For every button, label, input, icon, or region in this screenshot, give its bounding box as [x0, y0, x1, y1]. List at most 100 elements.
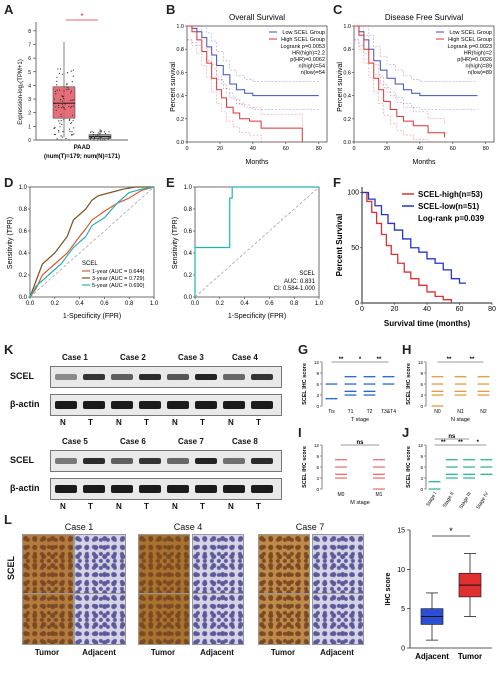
- x-tick-label: 0.6: [265, 301, 274, 307]
- lane-label: T: [256, 502, 261, 511]
- data-point: [439, 383, 441, 385]
- data-point: [344, 473, 346, 476]
- point-t: [66, 88, 68, 91]
- histo-image-tumor: [22, 534, 74, 594]
- panel-letter-f: F: [333, 175, 341, 190]
- data-point: [452, 477, 454, 479]
- y-tick-label: 6: [316, 465, 319, 470]
- y-tick-label: 0.2: [184, 273, 193, 279]
- data-point: [454, 458, 457, 461]
- blot-band: [223, 374, 245, 380]
- data-point: [453, 458, 456, 461]
- data-point: [383, 466, 385, 468]
- histo-image-tumor: [258, 534, 310, 594]
- y-tick-label: 0.8: [19, 207, 28, 213]
- point-t: [56, 80, 58, 82]
- y-tick-label: 5: [401, 606, 405, 613]
- data-point: [378, 477, 380, 479]
- blot-band: [55, 485, 77, 493]
- data-point: [470, 473, 473, 476]
- blot-band: [139, 458, 161, 464]
- point-t: [55, 109, 57, 112]
- data-point: [354, 390, 357, 393]
- data-point: [465, 458, 468, 461]
- data-point: [385, 383, 387, 385]
- ci-lower: [354, 39, 445, 143]
- point-t: [68, 106, 70, 108]
- histo-case-label: Case 1: [64, 522, 94, 532]
- data-point: [383, 375, 386, 378]
- data-point: [375, 488, 378, 490]
- data-point: [383, 458, 385, 461]
- data-point: [472, 473, 474, 476]
- data-point: [482, 466, 485, 468]
- data-point: [447, 473, 449, 476]
- point-t: [70, 105, 73, 108]
- data-point: [368, 383, 371, 385]
- point-t: [57, 129, 60, 132]
- ci-upper: [354, 25, 445, 124]
- point-t: [73, 99, 75, 101]
- data-point: [432, 405, 435, 407]
- case-label: Case 8: [232, 437, 258, 446]
- data-point: [439, 405, 441, 407]
- data-point: [382, 473, 384, 476]
- data-point: [464, 458, 467, 461]
- data-point: [376, 466, 379, 468]
- y-tick-label: 12: [314, 443, 320, 448]
- point-t: [61, 123, 63, 126]
- data-point: [481, 383, 483, 385]
- x-tick-label: Stage IV: [475, 490, 490, 510]
- point-t: [68, 88, 70, 90]
- data-point: [441, 405, 444, 407]
- data-point: [441, 394, 444, 396]
- data-point: [468, 477, 470, 479]
- data-point: [335, 466, 337, 468]
- data-point: [378, 488, 380, 490]
- point-t: [58, 72, 60, 75]
- y-axis-label: SCEL IHC score: [406, 446, 412, 488]
- point-t: [69, 130, 71, 132]
- data-point: [480, 458, 482, 461]
- data-point: [484, 466, 486, 468]
- data-point: [462, 394, 464, 396]
- point-t: [69, 92, 72, 94]
- sig-label: **: [377, 357, 382, 363]
- point-t: [67, 87, 69, 89]
- data-point: [392, 375, 395, 378]
- histo-image-adjacent: [312, 534, 364, 594]
- point-t: [61, 136, 63, 138]
- y-tick-label: 1.0: [176, 24, 184, 30]
- point-t: [59, 122, 61, 124]
- x-tick-label: 0.0: [26, 301, 35, 307]
- point-n: [103, 139, 106, 141]
- data-point: [459, 383, 462, 385]
- data-point: [337, 477, 340, 479]
- data-point: [435, 375, 437, 378]
- histo-image-tumor: [138, 593, 190, 645]
- data-point: [437, 488, 440, 490]
- data-point: [347, 383, 349, 385]
- sig-label: **: [458, 440, 463, 446]
- lane-label: T: [88, 418, 93, 427]
- point-t: [57, 68, 59, 70]
- data-point: [371, 383, 373, 385]
- data-point: [335, 473, 337, 476]
- data-point: [371, 375, 373, 378]
- data-point: [454, 390, 457, 393]
- data-point: [431, 405, 434, 407]
- point-n: [90, 137, 92, 139]
- data-point: [344, 466, 346, 468]
- point-n: [91, 131, 93, 133]
- data-point: [449, 458, 452, 461]
- blot-strip-scel: [50, 366, 282, 388]
- lane-label: N: [116, 502, 122, 511]
- data-point: [473, 458, 476, 461]
- data-point: [387, 383, 390, 385]
- data-point: [473, 477, 476, 479]
- point-t: [58, 104, 60, 106]
- data-point: [486, 390, 489, 393]
- data-point: [379, 458, 382, 461]
- data-point: [391, 375, 394, 378]
- data-point: [449, 473, 452, 476]
